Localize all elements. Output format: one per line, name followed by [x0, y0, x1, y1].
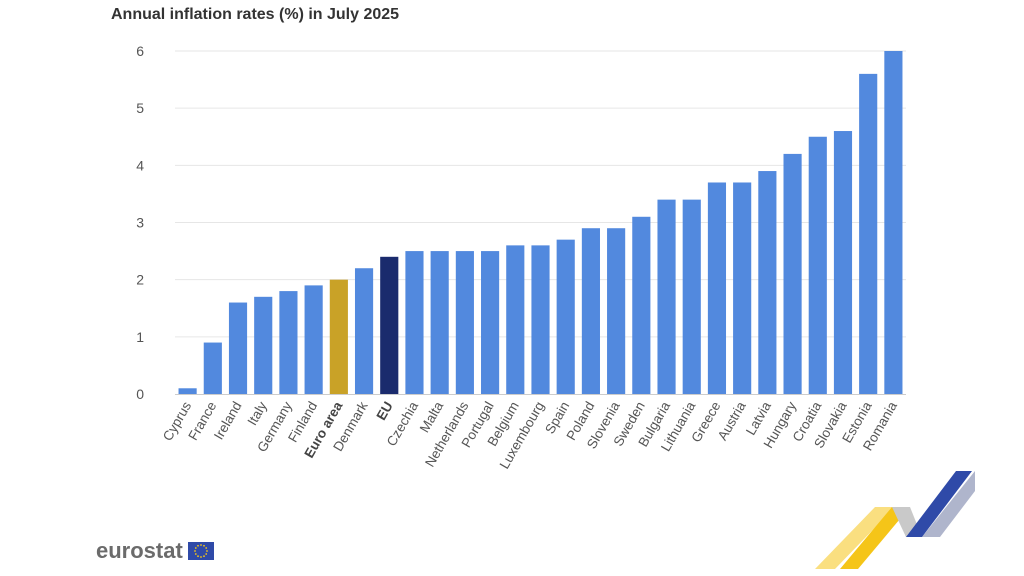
bar-eu[interactable] [380, 256, 399, 394]
x-tick-label: EU [373, 399, 395, 423]
bar-netherlands[interactable] [455, 251, 474, 394]
bar-euro-area[interactable] [329, 279, 348, 394]
bar-croatia[interactable] [808, 136, 827, 394]
y-tick-label: 1 [136, 329, 144, 345]
bar-latvia[interactable] [758, 171, 777, 394]
bar-cyprus[interactable] [178, 388, 197, 394]
bar-ireland[interactable] [228, 302, 248, 394]
bar-czechia[interactable] [405, 251, 424, 394]
bar-hungary[interactable] [783, 153, 802, 394]
bar-poland[interactable] [581, 228, 600, 394]
y-tick-label: 3 [136, 215, 144, 231]
bars [178, 51, 903, 395]
bar-france[interactable] [203, 342, 222, 394]
bar-greece[interactable] [707, 182, 727, 394]
logo-text: eurostat [96, 538, 183, 563]
bar-bulgaria[interactable] [657, 199, 676, 394]
bar-luxembourg[interactable] [531, 245, 550, 394]
bar-finland[interactable] [304, 285, 323, 394]
bar-estonia[interactable] [859, 73, 878, 394]
bar-lithuania[interactable] [682, 199, 701, 394]
y-tick-label: 6 [136, 43, 144, 59]
bar-germany[interactable] [279, 291, 298, 394]
x-tick-label: Italy [244, 399, 269, 428]
bar-denmark[interactable] [354, 268, 374, 394]
bar-austria[interactable] [733, 182, 752, 394]
bar-romania[interactable] [884, 51, 903, 394]
bar-belgium[interactable] [506, 245, 525, 394]
bar-sweden[interactable] [632, 216, 651, 394]
y-tick-label: 2 [136, 272, 144, 288]
chart-title: Annual inflation rates (%) in July 2025 [111, 6, 400, 23]
y-tick-label: 0 [136, 386, 144, 402]
bar-slovakia[interactable] [833, 131, 853, 395]
bar-malta[interactable] [430, 251, 449, 394]
bar-italy[interactable] [254, 296, 273, 394]
y-tick-label: 5 [136, 100, 144, 116]
eurostat-logo: eurostat [96, 538, 214, 564]
eu-flag-icon [187, 542, 214, 560]
decorative-ribbon [815, 471, 975, 569]
bar-portugal[interactable] [481, 251, 500, 394]
bar-slovenia[interactable] [607, 228, 626, 394]
bar-spain[interactable] [556, 239, 575, 394]
y-axis-ticks: 0 1 2 3 4 5 6 [136, 43, 144, 402]
y-tick-label: 4 [136, 157, 144, 173]
